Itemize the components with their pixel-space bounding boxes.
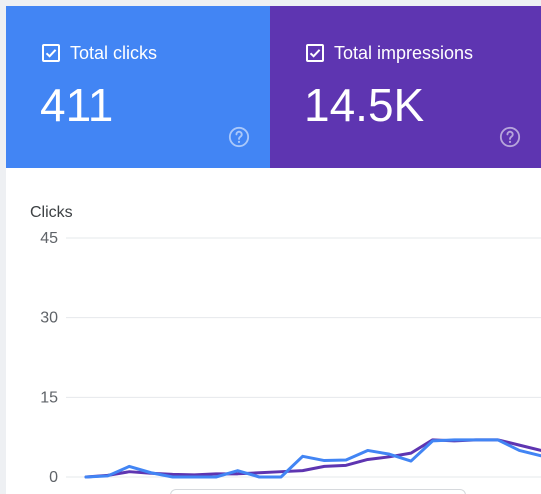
y-tick-label: 0 <box>49 469 58 486</box>
total-clicks-header: Total clicks <box>42 43 157 63</box>
checkbox-checked-icon[interactable] <box>306 44 324 62</box>
total-clicks-value: 411 <box>40 79 114 131</box>
y-tick-label: 30 <box>40 310 58 327</box>
total-impressions-header: Total impressions <box>306 43 473 63</box>
help-icon[interactable] <box>228 126 250 148</box>
y-tick-label: 15 <box>40 389 58 406</box>
total-clicks-label: Total clicks <box>70 43 158 63</box>
clicks-series-line <box>84 438 541 479</box>
help-icon[interactable] <box>499 126 521 148</box>
total-clicks-card[interactable]: Total clicks 411 <box>6 6 270 168</box>
metric-cards: Total clicks 411 Total impressions 14.5K <box>6 6 541 168</box>
clicks-line-chart: 0 15 30 45 <box>40 230 541 486</box>
total-impressions-label: Total impressions <box>334 43 474 63</box>
checkbox-checked-icon[interactable] <box>42 44 60 62</box>
clicks-chart-panel: Clicks 0 15 30 45 <box>6 168 541 494</box>
total-impressions-card[interactable]: Total impressions 14.5K <box>270 6 541 168</box>
chart-y-axis-title: Clicks <box>30 204 73 221</box>
y-tick-label: 45 <box>40 230 58 247</box>
bottom-scroll-control[interactable] <box>170 489 466 494</box>
total-impressions-value: 14.5K <box>304 79 425 131</box>
